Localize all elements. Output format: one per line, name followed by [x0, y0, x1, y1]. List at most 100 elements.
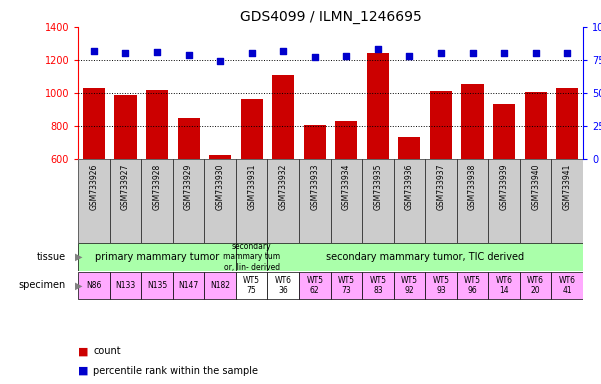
- Text: ■: ■: [78, 346, 88, 356]
- Bar: [331, 159, 362, 243]
- Bar: [362, 272, 394, 299]
- Bar: [394, 159, 426, 243]
- Bar: [556, 88, 578, 259]
- Bar: [552, 272, 583, 299]
- Point: [184, 51, 194, 58]
- Point: [215, 58, 225, 65]
- Bar: [462, 84, 484, 259]
- Text: WT5
93: WT5 93: [433, 276, 450, 295]
- Text: GSM733931: GSM733931: [247, 164, 256, 210]
- Text: GSM733934: GSM733934: [342, 164, 351, 210]
- Point: [247, 50, 257, 56]
- Point: [373, 46, 383, 53]
- Text: ■: ■: [78, 366, 88, 376]
- Point: [278, 48, 288, 54]
- Text: GSM733937: GSM733937: [436, 164, 445, 210]
- Bar: [209, 155, 231, 259]
- Text: tissue: tissue: [37, 252, 66, 262]
- Text: WT5
96: WT5 96: [464, 276, 481, 295]
- Bar: [367, 53, 389, 259]
- Bar: [394, 272, 426, 299]
- Text: WT5
92: WT5 92: [401, 276, 418, 295]
- Text: GSM733932: GSM733932: [279, 164, 288, 210]
- Text: GSM733926: GSM733926: [90, 164, 99, 210]
- Bar: [267, 243, 583, 271]
- Bar: [267, 272, 299, 299]
- Bar: [430, 91, 452, 259]
- Bar: [299, 159, 331, 243]
- Text: WT5
75: WT5 75: [243, 276, 260, 295]
- Text: secondary mammary tumor, TIC derived: secondary mammary tumor, TIC derived: [326, 252, 524, 262]
- Bar: [173, 159, 204, 243]
- Bar: [141, 272, 173, 299]
- Bar: [236, 159, 267, 243]
- Point: [341, 53, 351, 59]
- Text: GSM733935: GSM733935: [373, 164, 382, 210]
- Bar: [204, 272, 236, 299]
- Bar: [362, 159, 394, 243]
- Text: GSM733939: GSM733939: [499, 164, 508, 210]
- Bar: [299, 272, 331, 299]
- Bar: [520, 159, 552, 243]
- Text: WT5
83: WT5 83: [370, 276, 386, 295]
- Bar: [146, 90, 168, 259]
- Text: GSM733933: GSM733933: [310, 164, 319, 210]
- Text: WT5
73: WT5 73: [338, 276, 355, 295]
- Point: [152, 49, 162, 55]
- Text: N147: N147: [178, 281, 199, 290]
- Text: N182: N182: [210, 281, 230, 290]
- Point: [563, 50, 572, 56]
- Bar: [83, 88, 105, 259]
- Bar: [331, 272, 362, 299]
- Text: ▶: ▶: [75, 280, 82, 290]
- Text: WT6
14: WT6 14: [496, 276, 513, 295]
- Bar: [240, 99, 263, 259]
- Text: secondary
mammary tum
or, lin- derived: secondary mammary tum or, lin- derived: [223, 242, 280, 272]
- Bar: [110, 272, 141, 299]
- Bar: [457, 272, 489, 299]
- Text: ▶: ▶: [75, 252, 82, 262]
- Bar: [204, 159, 236, 243]
- Point: [436, 50, 446, 56]
- Text: N133: N133: [115, 281, 136, 290]
- Bar: [141, 159, 173, 243]
- Text: GSM733938: GSM733938: [468, 164, 477, 210]
- Bar: [488, 272, 520, 299]
- Text: GSM733930: GSM733930: [216, 164, 225, 210]
- Text: specimen: specimen: [19, 280, 66, 290]
- Bar: [493, 104, 515, 259]
- Bar: [78, 243, 236, 271]
- Text: GSM733936: GSM733936: [405, 164, 414, 210]
- Text: N135: N135: [147, 281, 167, 290]
- Point: [531, 50, 540, 56]
- Title: GDS4099 / ILMN_1246695: GDS4099 / ILMN_1246695: [240, 10, 421, 25]
- Bar: [457, 159, 489, 243]
- Text: percentile rank within the sample: percentile rank within the sample: [93, 366, 258, 376]
- Bar: [398, 137, 421, 259]
- Bar: [236, 272, 267, 299]
- Text: N86: N86: [86, 281, 102, 290]
- Text: GSM733927: GSM733927: [121, 164, 130, 210]
- Bar: [426, 159, 457, 243]
- Text: WT6
36: WT6 36: [275, 276, 291, 295]
- Bar: [177, 118, 200, 259]
- Bar: [520, 272, 552, 299]
- Text: count: count: [93, 346, 121, 356]
- Text: GSM733940: GSM733940: [531, 164, 540, 210]
- Point: [310, 54, 320, 60]
- Bar: [488, 159, 520, 243]
- Text: WT6
20: WT6 20: [527, 276, 544, 295]
- Point: [468, 50, 477, 56]
- Bar: [173, 272, 204, 299]
- Bar: [110, 159, 141, 243]
- Text: GSM733928: GSM733928: [153, 164, 162, 210]
- Text: primary mammary tumor: primary mammary tumor: [95, 252, 219, 262]
- Bar: [525, 92, 547, 259]
- Bar: [304, 126, 326, 259]
- Text: WT6
41: WT6 41: [559, 276, 576, 295]
- Point: [89, 48, 99, 54]
- Text: GSM733929: GSM733929: [184, 164, 193, 210]
- Point: [121, 50, 130, 56]
- Bar: [267, 159, 299, 243]
- Bar: [78, 159, 110, 243]
